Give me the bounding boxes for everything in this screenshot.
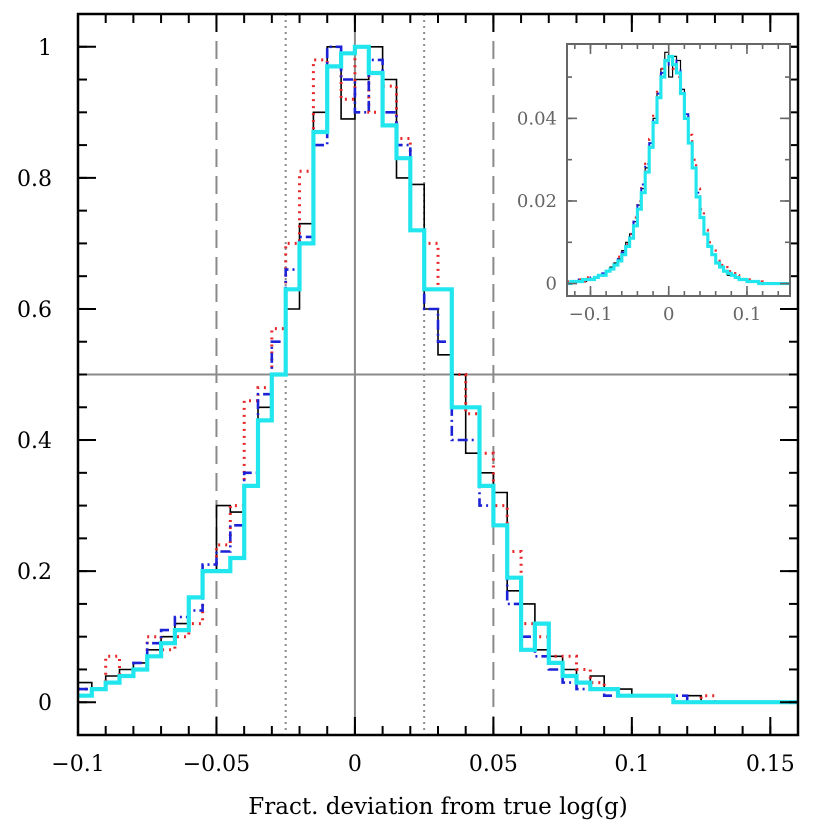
inset-y-tick-label: 0.02 — [517, 191, 557, 212]
inset-plot-area — [567, 44, 790, 296]
inset-series-3 — [567, 54, 790, 286]
inset-y-tick-label: 0 — [546, 274, 557, 295]
main-y-tick-label: 0.2 — [17, 560, 52, 585]
main-series-3 — [78, 44, 798, 705]
inset-x-tick-label: 0 — [663, 304, 674, 325]
inset-frame — [566, 43, 791, 297]
main-x-tick-label: −0.1 — [51, 752, 104, 777]
inset-y-tick-label: 0.04 — [517, 108, 557, 129]
x-axis-title: Fract. deviation from true log(g) — [248, 794, 627, 820]
inset-plot: −0.1 0 0.1 0 0.02 0.04 — [517, 43, 791, 325]
main-y-tick-label: 1 — [38, 36, 52, 61]
inset-x-tick-label: 0.1 — [733, 304, 762, 325]
main-x-tick-label: 0.05 — [469, 752, 518, 777]
main-y-tick-label: 0.8 — [17, 167, 52, 192]
main-y-tick-label: 0.4 — [17, 429, 52, 454]
main-x-tick-label: 0.1 — [614, 752, 649, 777]
main-y-tick-label: 0 — [38, 691, 52, 716]
main-x-tick-label: −0.05 — [183, 752, 250, 777]
main-x-tick-label: 0 — [348, 752, 362, 777]
main-x-tick-label: 0.15 — [746, 752, 795, 777]
inset-series-1 — [567, 59, 790, 285]
main-plot: −0.1 −0.05 0 0.05 0.1 0.15 0 0.2 0.4 0.6 0.8 1 — [17, 12, 800, 777]
main-y-tick-label: 0.6 — [17, 298, 52, 323]
inset-x-tick-label: −0.1 — [569, 304, 613, 325]
